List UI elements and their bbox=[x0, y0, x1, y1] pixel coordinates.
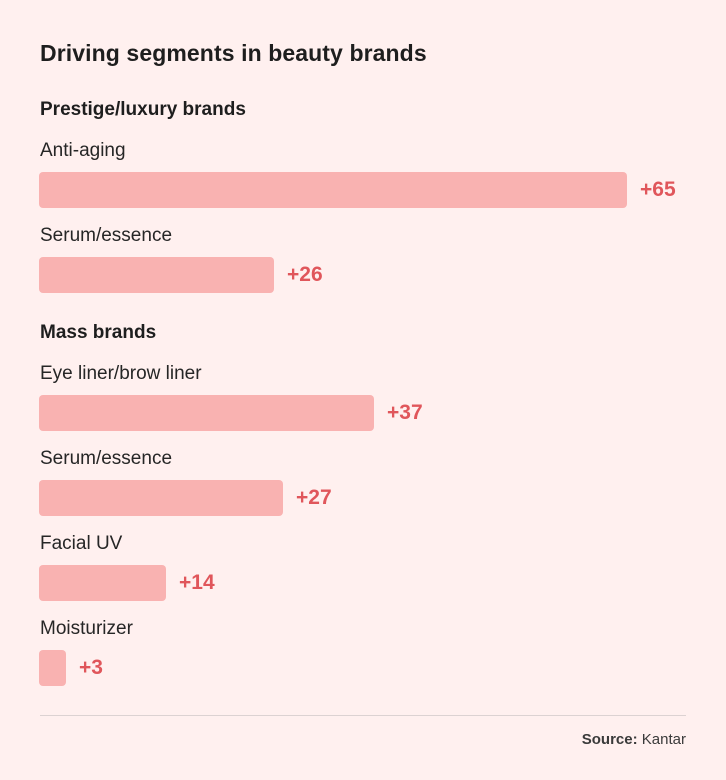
value-label: +3 bbox=[79, 656, 103, 679]
bar bbox=[39, 650, 66, 686]
group-title: Prestige/luxury brands bbox=[40, 99, 246, 120]
value-label: +37 bbox=[387, 401, 423, 424]
bar bbox=[39, 172, 627, 208]
source-label: Source: bbox=[581, 731, 638, 748]
value-label: +27 bbox=[296, 486, 332, 509]
value-label: +65 bbox=[640, 178, 676, 201]
category-label: Anti-aging bbox=[40, 140, 126, 161]
bar bbox=[39, 565, 166, 601]
category-label: Eye liner/brow liner bbox=[40, 363, 202, 384]
category-label: Moisturizer bbox=[40, 618, 133, 639]
category-label: Facial UV bbox=[40, 533, 123, 554]
source-value: Kantar bbox=[641, 731, 686, 748]
bar bbox=[39, 395, 374, 431]
category-label: Serum/essence bbox=[40, 448, 173, 469]
bar bbox=[39, 480, 283, 516]
bar bbox=[39, 257, 274, 293]
source-note: Source: Kantar bbox=[582, 731, 686, 748]
value-label: +26 bbox=[287, 263, 323, 286]
category-label: Serum/essence bbox=[40, 225, 173, 246]
chart-title: Driving segments in beauty brands bbox=[40, 40, 427, 66]
group-title: Mass brands bbox=[40, 322, 157, 343]
footer-divider bbox=[40, 715, 686, 716]
value-label: +14 bbox=[179, 571, 215, 594]
